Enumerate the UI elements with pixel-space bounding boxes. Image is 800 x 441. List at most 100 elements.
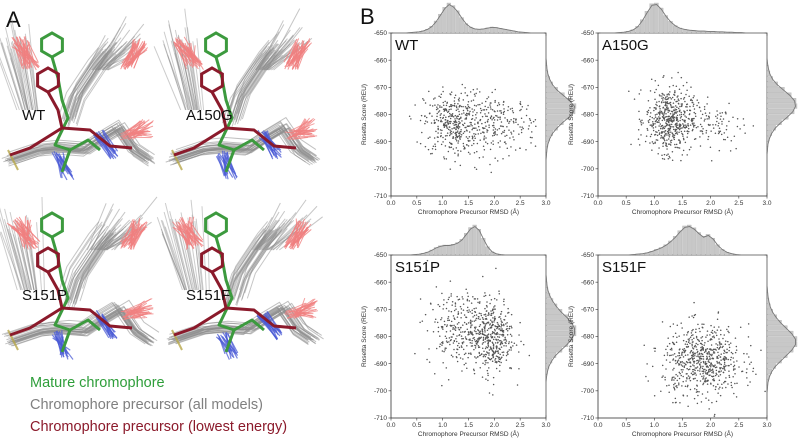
data-point	[725, 113, 727, 115]
x-tick-label: 1.0	[650, 200, 659, 207]
data-point	[474, 137, 476, 139]
data-point	[706, 103, 708, 105]
data-point	[489, 319, 492, 321]
data-point	[730, 363, 732, 366]
data-point	[669, 348, 672, 351]
data-point	[692, 123, 694, 126]
data-point	[685, 363, 687, 366]
data-point	[678, 147, 681, 149]
data-point	[681, 385, 683, 387]
data-point	[479, 103, 481, 106]
top-hist-bar	[446, 244, 451, 256]
data-point	[711, 332, 714, 334]
data-point	[506, 321, 508, 324]
data-point	[472, 368, 475, 370]
data-point	[503, 298, 505, 301]
data-point	[468, 300, 471, 302]
data-point	[665, 113, 667, 115]
data-point	[722, 367, 724, 370]
data-point	[662, 142, 664, 145]
data-point	[663, 138, 665, 141]
data-point	[502, 300, 505, 303]
y-tick-label: -670	[581, 307, 594, 314]
data-point	[693, 373, 695, 376]
y-axis-title: Rosetta Score (REU)	[568, 306, 575, 367]
data-point	[477, 133, 480, 135]
data-point	[494, 130, 496, 133]
data-point	[485, 125, 487, 127]
data-point	[703, 351, 706, 353]
data-point	[426, 259, 429, 262]
data-point	[674, 143, 676, 146]
data-point	[495, 367, 498, 370]
data-point	[479, 332, 482, 335]
data-point	[496, 104, 499, 107]
data-point	[424, 120, 427, 122]
data-point	[483, 295, 485, 298]
data-point	[719, 394, 722, 397]
data-point	[654, 133, 657, 136]
x-tick-label: 2.0	[706, 200, 715, 207]
data-point	[682, 348, 684, 351]
data-point	[467, 295, 469, 298]
data-point	[678, 139, 681, 141]
data-point	[479, 318, 481, 320]
data-point	[442, 141, 444, 143]
data-point	[674, 130, 676, 132]
data-point	[449, 343, 451, 346]
data-point	[449, 133, 452, 135]
data-point	[660, 110, 663, 113]
data-point	[692, 105, 695, 107]
data-point	[699, 363, 701, 365]
data-point	[441, 120, 443, 123]
data-point	[489, 104, 491, 106]
y-tick-label: -690	[581, 361, 594, 368]
data-point	[496, 133, 498, 136]
data-point	[671, 159, 674, 161]
data-point	[478, 316, 480, 318]
data-point	[656, 118, 658, 120]
data-point	[487, 341, 490, 344]
data-point	[664, 110, 666, 112]
scatter-panel-wt: 0.0 0.5 1.0 1.5 2.0 2.5 3.0-650-660-670-680-69…	[361, 2, 577, 216]
data-point	[706, 330, 709, 332]
data-point	[463, 148, 465, 150]
top-hist-bar	[438, 13, 443, 34]
data-point	[469, 140, 471, 142]
data-point	[681, 103, 684, 105]
data-point	[682, 125, 685, 128]
data-point	[730, 381, 733, 384]
y-tick-label: -680	[374, 112, 387, 119]
data-point	[668, 120, 671, 122]
data-point	[432, 308, 434, 311]
data-point	[442, 308, 444, 310]
data-point	[457, 149, 459, 152]
data-point	[445, 340, 448, 342]
data-point	[690, 372, 693, 375]
data-point	[642, 122, 644, 124]
data-point	[722, 337, 724, 340]
data-point	[448, 310, 450, 312]
data-point	[474, 344, 476, 347]
data-point	[497, 116, 499, 119]
data-point	[675, 362, 677, 365]
data-point	[677, 127, 680, 129]
data-point	[746, 368, 748, 370]
data-point	[689, 109, 692, 112]
data-point	[672, 106, 675, 108]
data-point	[662, 116, 665, 119]
data-point	[441, 325, 444, 328]
data-point	[654, 350, 656, 352]
data-point	[531, 131, 533, 133]
data-point	[734, 373, 736, 375]
data-point	[702, 372, 704, 375]
data-point	[666, 134, 668, 136]
data-point	[712, 375, 715, 377]
data-point	[731, 386, 733, 389]
data-point	[685, 106, 687, 108]
data-point	[670, 106, 673, 109]
data-point	[469, 342, 472, 344]
data-point	[445, 325, 448, 328]
data-point	[663, 101, 665, 103]
data-point	[512, 111, 515, 114]
